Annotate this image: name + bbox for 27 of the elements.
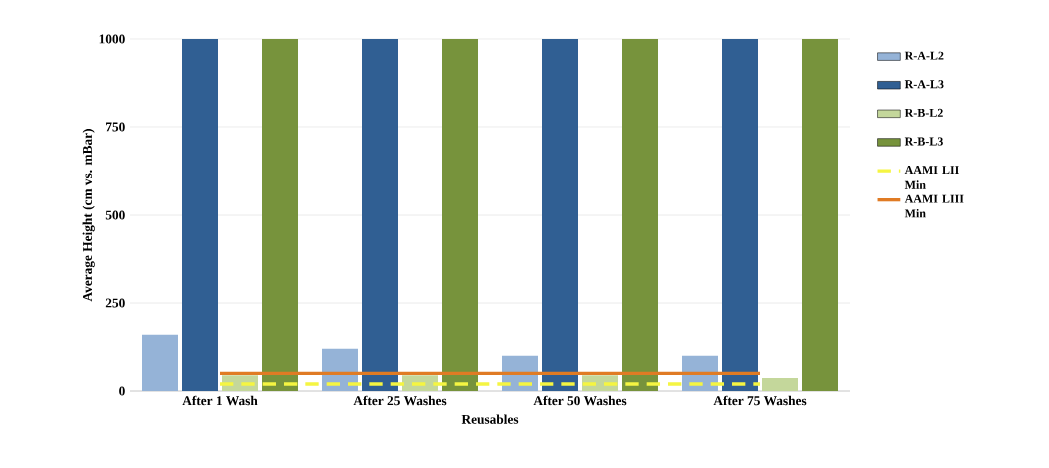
bar <box>142 334 178 391</box>
y-tick-label: 750 <box>106 122 125 132</box>
legend-label: R-B-L3 <box>904 137 943 146</box>
x-tick-label: After 75 Washes <box>713 395 807 406</box>
bar <box>802 38 839 391</box>
bar <box>182 38 218 391</box>
x-tick-label: After 25 Washes <box>353 395 447 406</box>
legend-label: AAMI LIII Min <box>904 194 964 218</box>
legend-label: R-A-L3 <box>904 80 944 89</box>
x-tick-label: After 50 Washes <box>533 395 627 406</box>
legend-label: R-B-L2 <box>904 108 943 117</box>
y-tick-label: 250 <box>105 298 125 308</box>
y-axis-title: Average Height (cm vs. mBar) <box>82 129 95 302</box>
y-tick-label: 1000 <box>99 34 125 44</box>
x-tick-label: After 1 Wash <box>182 395 258 406</box>
bar <box>622 38 659 391</box>
y-tick-label: 500 <box>105 210 125 220</box>
bar <box>262 38 299 391</box>
y-tick-label: 0 <box>119 386 125 396</box>
bar <box>762 377 798 391</box>
bar <box>722 38 758 391</box>
legend-label: R-A-L2 <box>904 51 944 60</box>
bar <box>362 38 398 391</box>
legend-label: AAMI LII Min <box>904 166 959 189</box>
x-axis-title: Reusables <box>461 414 519 424</box>
bar <box>542 38 578 391</box>
bar <box>442 38 479 391</box>
